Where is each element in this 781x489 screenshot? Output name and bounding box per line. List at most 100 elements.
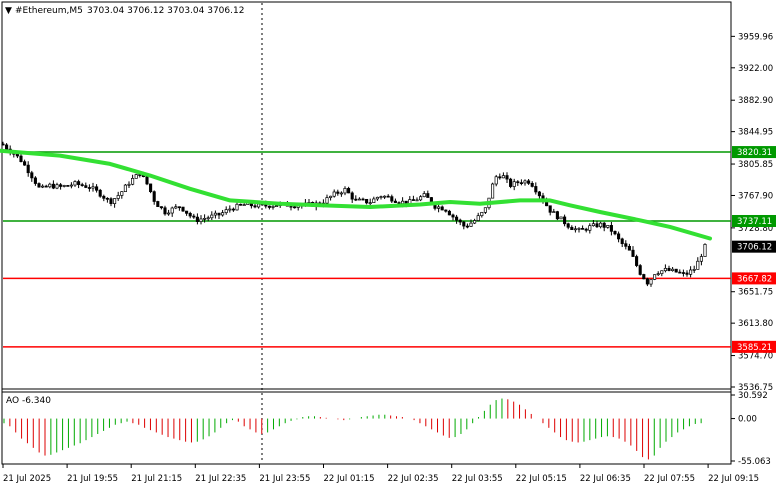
candle-body	[109, 198, 113, 204]
candle-body	[253, 205, 257, 208]
candle-body	[343, 188, 347, 194]
candle-body	[462, 221, 466, 227]
candle-body	[80, 184, 84, 186]
candle-body	[188, 212, 192, 217]
level-tag-label: 3820.31	[737, 148, 772, 158]
candle-body	[174, 206, 178, 209]
candle-body	[483, 207, 487, 213]
candle-body	[591, 223, 595, 227]
candle-body	[609, 225, 613, 232]
chart-frame	[1, 1, 732, 465]
time-tick-label: 22 Jul 02:35	[388, 474, 439, 484]
price-axis: 3959.96 3922.00 3882.90 3844.95 3805.85 3767.…	[731, 32, 773, 393]
candle-body	[444, 209, 448, 212]
candle-body	[361, 198, 365, 201]
candle-body	[365, 198, 369, 204]
candle-body	[48, 183, 52, 188]
candle-body	[584, 228, 588, 231]
candle-body	[537, 191, 541, 197]
candle-body	[660, 270, 664, 275]
ao-label: AO -6.340	[6, 396, 51, 406]
time-tick-label: 22 Jul 07:55	[644, 474, 695, 484]
candle-body	[372, 198, 376, 204]
price-tick-label: 3728.80	[738, 224, 773, 234]
time-axis: 21 Jul 2025 21 Jul 19:55 21 Jul 21:15 21 Ju…	[2, 464, 759, 484]
candle-body	[606, 225, 610, 228]
candle-body	[30, 172, 34, 179]
candle-body	[156, 201, 160, 207]
candle-body	[98, 189, 102, 197]
candle-body	[62, 185, 66, 187]
ao-tick-label: -55.063	[738, 457, 771, 467]
candle-body	[674, 268, 678, 273]
candle-body	[213, 212, 217, 216]
candle-body	[631, 249, 635, 257]
candle-body	[465, 225, 469, 228]
price-tick-label: 3959.96	[738, 32, 773, 42]
candle-body	[73, 181, 77, 186]
candle-body	[350, 192, 354, 200]
candle-body	[645, 278, 649, 285]
price-tick-label: 3767.90	[738, 191, 773, 201]
candle-body	[617, 233, 621, 240]
candle-body	[44, 185, 48, 188]
candle-body	[422, 193, 426, 198]
candle-body	[199, 218, 203, 222]
current-price-label: 3706.12	[737, 243, 772, 253]
candle-body	[55, 184, 59, 189]
level-tag-resistance-2	[732, 214, 776, 227]
candle-body	[275, 205, 279, 207]
candle-body	[548, 205, 552, 213]
candle-body	[563, 216, 567, 225]
candle-body	[37, 183, 41, 188]
candle-body	[379, 196, 383, 198]
candle-body	[347, 188, 351, 194]
candle-body	[383, 195, 387, 198]
candle-body	[476, 215, 480, 221]
candle-body	[656, 273, 660, 276]
time-tick-label: 21 Jul 21:15	[131, 474, 182, 484]
candle-body	[102, 195, 106, 199]
candle-body	[242, 204, 246, 206]
candle-body	[41, 185, 45, 188]
candle-body	[519, 182, 523, 185]
candle-body	[257, 203, 261, 208]
price-tick-label: 3882.90	[738, 96, 773, 106]
candle-body	[26, 164, 30, 174]
candle-body	[440, 206, 444, 211]
ao-histogram	[3, 398, 702, 460]
candle-body	[390, 196, 394, 202]
candle-body	[689, 269, 693, 275]
candle-body	[501, 175, 505, 179]
chart-menu-icon[interactable]: ▼	[5, 6, 12, 16]
candle-body	[509, 178, 513, 187]
candle-body	[699, 256, 703, 262]
candle-body	[206, 217, 210, 220]
price-tick-label: 3922.00	[738, 64, 773, 74]
candle-body	[203, 217, 207, 220]
candle-body	[66, 185, 70, 187]
candle-body	[649, 279, 653, 285]
level-tag-label: 3585.21	[737, 343, 772, 353]
candle-body	[527, 180, 531, 184]
candle-body	[613, 230, 617, 235]
candle-body	[393, 200, 397, 203]
time-tick-label: 21 Jul 19:55	[67, 474, 118, 484]
candle-body	[491, 183, 495, 199]
time-tick-label: 22 Jul 01:15	[324, 474, 375, 484]
candle-body	[401, 200, 405, 205]
candle-body	[681, 272, 685, 274]
chart-ohlc-values: 3703.04 3706.12 3703.04 3706.12	[87, 6, 244, 16]
candle-body	[332, 191, 336, 197]
candle-body	[570, 226, 574, 231]
time-tick-label: 22 Jul 06:35	[580, 474, 631, 484]
candle-body	[663, 267, 667, 272]
candle-body	[159, 206, 163, 209]
candle-body	[419, 196, 423, 201]
candle-body	[354, 198, 358, 201]
level-tag-support-2	[732, 340, 776, 353]
time-tick-label: 21 Jul 23:55	[259, 474, 310, 484]
candle-body	[19, 155, 23, 163]
time-tick-label: 22 Jul 03:55	[452, 474, 503, 484]
